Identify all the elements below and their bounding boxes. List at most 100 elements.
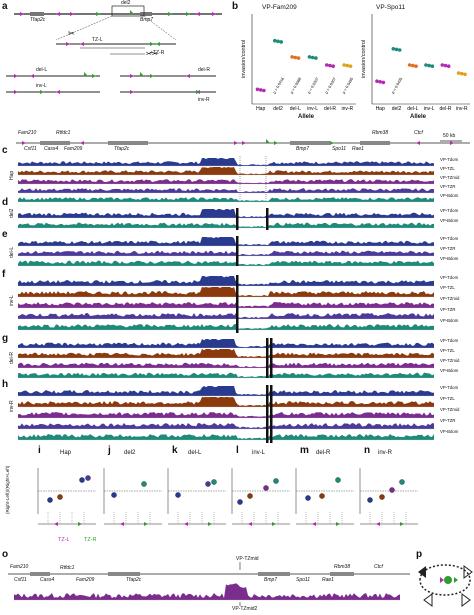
ratio-panel-5-point-2 (389, 487, 395, 493)
panel-label-i: i (38, 445, 41, 456)
track-name-c-0: VP-Tdom (440, 157, 459, 162)
allele-title-l: inv-L (252, 450, 266, 456)
chart-b0-point-0-1 (258, 88, 263, 92)
allele-title-m: del-R (316, 450, 331, 456)
allele-inv-r: inv-R (198, 97, 210, 103)
gene-cass4: Cass4 (44, 146, 59, 152)
track-name-g-0: VP-Tdom (440, 338, 459, 343)
track-name-e-2: VP-Bdom (440, 256, 459, 261)
o-gene-bmp7: Bmp7 (264, 577, 278, 583)
chart-b1-point-1-1 (394, 47, 399, 52)
gene-rtfdc1: Rtfdc1 (56, 130, 71, 136)
chart-b0-point-4-0 (325, 63, 329, 67)
o-gene-box-1 (108, 572, 140, 576)
gene-rbm38: Rbm38 (372, 130, 389, 136)
chart-b1-point-0-1 (378, 80, 382, 84)
track-h-0-profile (18, 386, 434, 396)
track-f-4-profile (18, 324, 434, 330)
ratio-panel-0-point-2 (79, 477, 85, 483)
track-e-2-profile (18, 260, 434, 266)
inversion-bar-h (266, 385, 269, 443)
chart-b0-point-5-1 (345, 63, 350, 68)
track-name-h-1: VP-TZL (440, 396, 455, 401)
o-gene-csf11: Csf11 (14, 577, 27, 583)
track-name-h-2: VP-TZmid (440, 407, 460, 412)
panel-label-p: p (416, 549, 423, 560)
panel-label-b: b (232, 1, 239, 12)
track-name-h-3: VP-TZR (440, 418, 456, 423)
track-name-f-2: VP-TZmid (440, 296, 460, 301)
panel-label-e: e (2, 229, 8, 240)
track-name-f-0: VP-Tdom (440, 275, 459, 280)
ratio-panel-2-point-2 (211, 479, 217, 485)
chart-b0-tick-0: Hap (256, 106, 265, 112)
chart-b: Hap del2 del-L inv-L del-R inv-Rp = 0.0416 p =… (251, 14, 470, 112)
track-c-1-profile (18, 167, 434, 175)
ratio-panels (37, 468, 418, 526)
o-gene-spo11: Spo11 (296, 577, 311, 583)
track-e-1-profile (18, 250, 434, 256)
track-g-1-profile (18, 349, 434, 358)
track-d-1-profile (18, 222, 434, 228)
deletion-bar-g (266, 338, 269, 378)
track-f-1-profile (18, 287, 434, 297)
ratio-panel-4-ctcf-right (336, 522, 340, 526)
track-name-f-4: VP-Bdom (440, 318, 459, 323)
o-gene-tfap2c: Tfap2c (126, 577, 142, 583)
panel-label-g: g (2, 333, 9, 344)
o-gene-cass4: Cass4 (40, 577, 55, 583)
chart-b0-tick-2: del-L (290, 106, 301, 112)
chart-b1-point-3-1 (427, 63, 431, 68)
chart-b1-point-1-2 (397, 48, 402, 52)
track-g-3-profile (18, 372, 434, 378)
gene-rae1: Rae1 (352, 146, 364, 152)
chart-b1-point-0-0 (375, 79, 379, 83)
track-name-f-3: VP-TZR (440, 307, 456, 312)
chart-b1-point-3-0 (424, 63, 428, 67)
ratio-panel-5-ctcf-left (376, 522, 380, 526)
inversion-bar-h2 (270, 385, 273, 443)
genome-axis (16, 139, 470, 145)
chart-b1-tick-2: del-L (407, 106, 418, 112)
track-e-0-profile (18, 237, 434, 246)
gene-ctcf: Ctcf (414, 130, 423, 136)
track-name-f-1: VP-TZL (440, 285, 455, 290)
chart-b0-point-3-2 (314, 56, 318, 60)
chart-b0-point-2-2 (296, 56, 301, 60)
ratio-panel-3-point-3 (273, 478, 279, 484)
panel-label-m: m (300, 445, 309, 456)
gene-spo11: Spo11 (332, 146, 347, 152)
o-gene-ctcf: Ctcf (374, 564, 383, 570)
track-c-2-profile (18, 179, 434, 184)
allele-title-j: del2 (124, 450, 136, 456)
ratio-panel-3-point-1 (247, 493, 253, 499)
panel-label-h: h (2, 379, 9, 390)
track-g-2-profile (18, 362, 434, 368)
chart-b1-point-5-0 (456, 71, 461, 75)
track-name-g-2: VP-TZmid (440, 358, 460, 363)
chart-b0-point-3-1 (310, 55, 315, 60)
track-name-e-1: VP-TZR (440, 246, 456, 251)
scale-bar-label: 50 kb (443, 133, 456, 139)
allele-del-l: del-L (36, 67, 48, 73)
track-h-1-profile (18, 397, 434, 407)
inversion-bar-f (236, 275, 239, 333)
o-profile (14, 583, 400, 600)
track-f-0-profile (18, 276, 434, 286)
ratio-panel-4-ctcf-left (312, 522, 316, 526)
chart-b2-title: VP-Spo11 (376, 4, 406, 11)
chart-b0-point-4-1 (328, 63, 332, 68)
panel-label-n: n (364, 445, 371, 456)
ratio-panel-2-point-1 (205, 481, 211, 487)
track-g-0-profile (18, 339, 434, 348)
chart-b0-point-5-2 (348, 64, 353, 68)
ratio-panel-1-ctcf-right (144, 522, 148, 526)
ratio-panel-4-point-0 (305, 495, 311, 501)
ratio-panel-0-point-0 (47, 497, 53, 503)
track-f-2-profile (18, 302, 434, 308)
tz-left-bottom: TZ-L (58, 537, 70, 543)
vp-tzmid2-label: VP-TZmid2 (232, 606, 258, 612)
chart-b0-point-1-0 (273, 38, 277, 43)
